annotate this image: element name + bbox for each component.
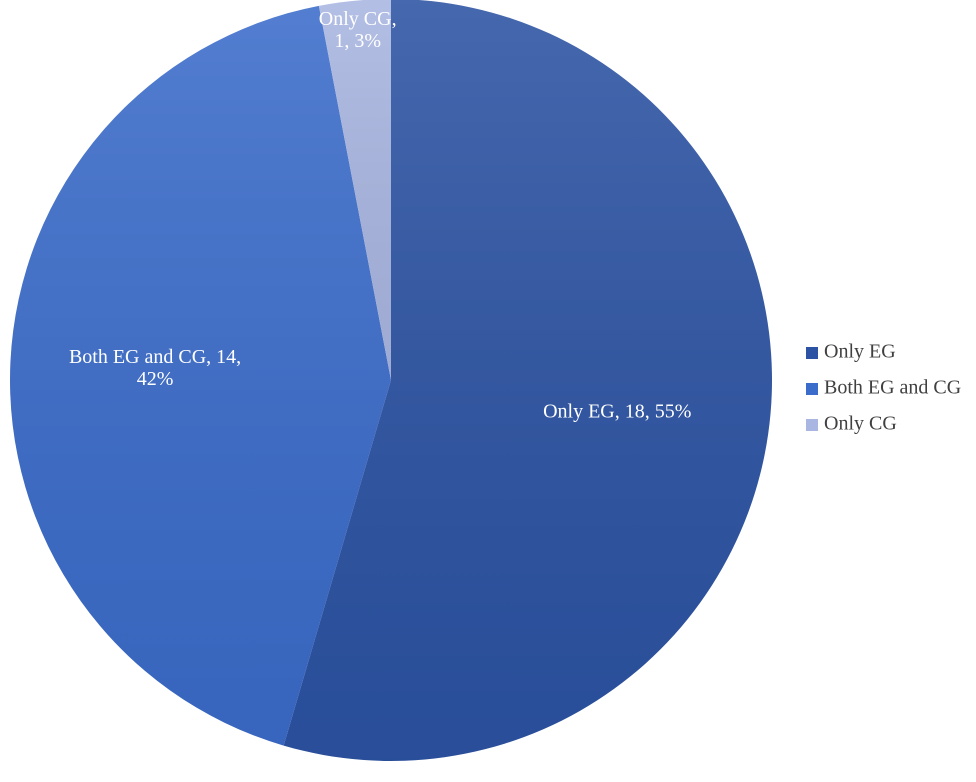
legend-swatch <box>806 383 818 395</box>
slice-shade <box>318 0 391 380</box>
data-label: Only CG, 1, 3% <box>319 8 397 52</box>
legend-swatch <box>806 419 818 431</box>
data-label: Only EG, 18, 55% <box>543 400 691 422</box>
legend-label: Only CG <box>824 413 897 435</box>
slice-shade <box>9 5 391 746</box>
legend-label: Both EG and CG <box>824 377 961 399</box>
slice-shade <box>283 0 772 761</box>
legend-label: Only EG <box>824 341 896 363</box>
legend-swatch <box>806 347 818 359</box>
data-label: Both EG and CG, 14, 42% <box>69 345 241 389</box>
